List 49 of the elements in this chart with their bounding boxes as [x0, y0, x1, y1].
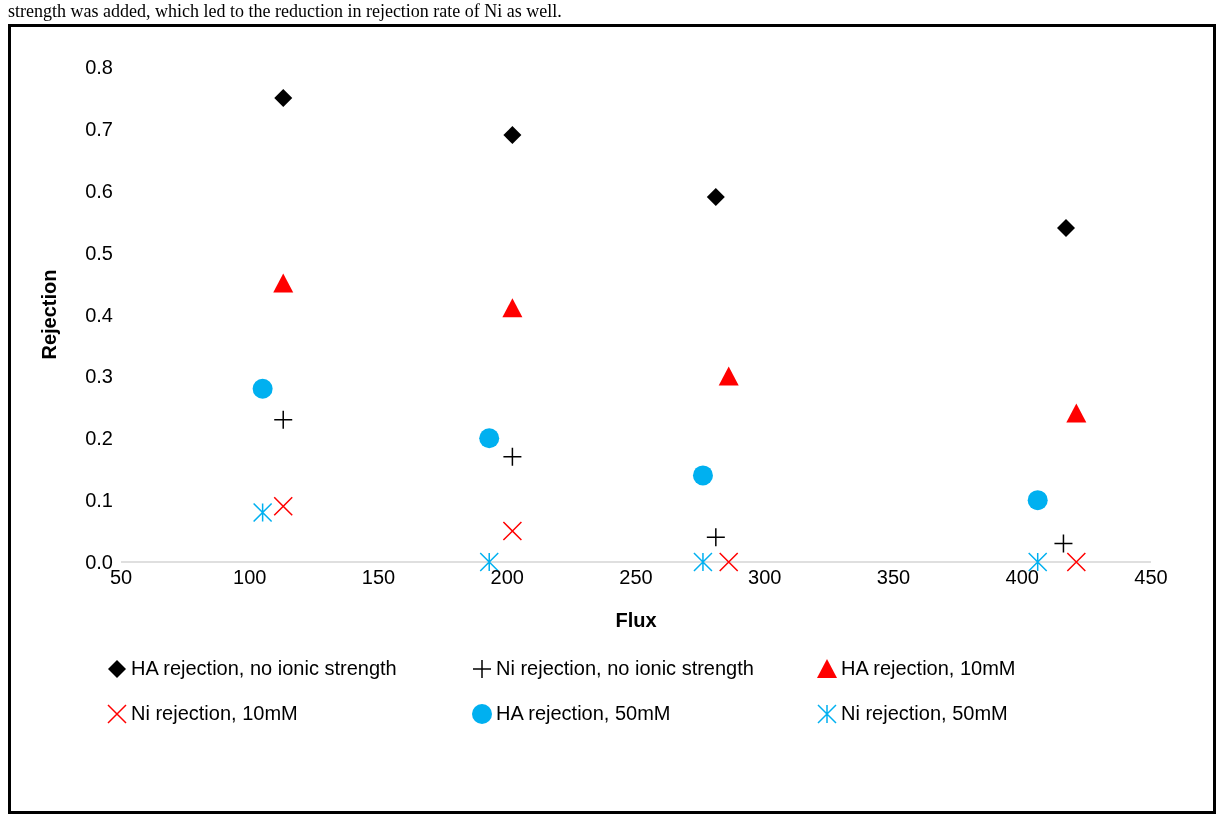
point — [479, 428, 500, 449]
point — [693, 552, 713, 572]
point — [1027, 552, 1048, 572]
point — [706, 187, 725, 206]
point — [503, 126, 522, 145]
x-tick-label: 450 — [1134, 566, 1168, 589]
y-tick-label: 0.7 — [85, 117, 113, 140]
x-axis-title: Flux — [615, 609, 657, 631]
y-axis-title: Rejection — [38, 269, 61, 360]
legend-label: HA rejection, 10mM — [841, 657, 1016, 680]
point — [502, 447, 523, 467]
point — [1057, 218, 1076, 237]
point — [706, 527, 726, 547]
x-tick-label: 350 — [876, 566, 911, 589]
x-tick-label: 150 — [361, 566, 396, 589]
point — [502, 521, 523, 541]
point — [718, 552, 739, 572]
x-tick-label: 300 — [748, 566, 782, 589]
x-tick-label: 200 — [490, 566, 524, 589]
point — [1053, 533, 1074, 554]
y-tick-label: 0.1 — [85, 489, 113, 512]
legend-label: HA rejection, 50mM — [496, 702, 671, 725]
y-tick-label: 0.5 — [85, 241, 113, 264]
legend-label: Ni rejection, 50mM — [841, 702, 1008, 725]
y-tick-label: 0.8 — [85, 56, 113, 79]
y-tick-label: 0.3 — [85, 365, 113, 388]
legend-label: HA rejection, no ionic strength — [131, 657, 397, 680]
point — [718, 366, 739, 386]
point — [1066, 403, 1087, 423]
point — [1066, 552, 1087, 572]
point — [1027, 490, 1048, 511]
point — [252, 378, 273, 399]
y-tick-label: 0.6 — [85, 179, 113, 202]
point — [273, 409, 293, 430]
x-tick-label: 100 — [233, 566, 267, 589]
point — [502, 298, 523, 318]
y-tick-label: 0.2 — [85, 427, 113, 450]
point — [252, 502, 273, 523]
text: strength was added, which led to the reduction in rejection rate of Ni as well. — [8, 0, 563, 23]
point — [273, 496, 293, 517]
x-tick-label: 400 — [1005, 566, 1039, 589]
legend-label: Ni rejection, 10mM — [131, 702, 298, 725]
legend-label: Ni rejection, no ionic strength — [496, 657, 754, 680]
point — [274, 88, 293, 107]
y-tick-label: 0.4 — [85, 303, 113, 326]
point — [273, 273, 294, 293]
point — [479, 552, 499, 572]
x-tick-label: 250 — [619, 566, 653, 589]
point — [692, 465, 713, 486]
